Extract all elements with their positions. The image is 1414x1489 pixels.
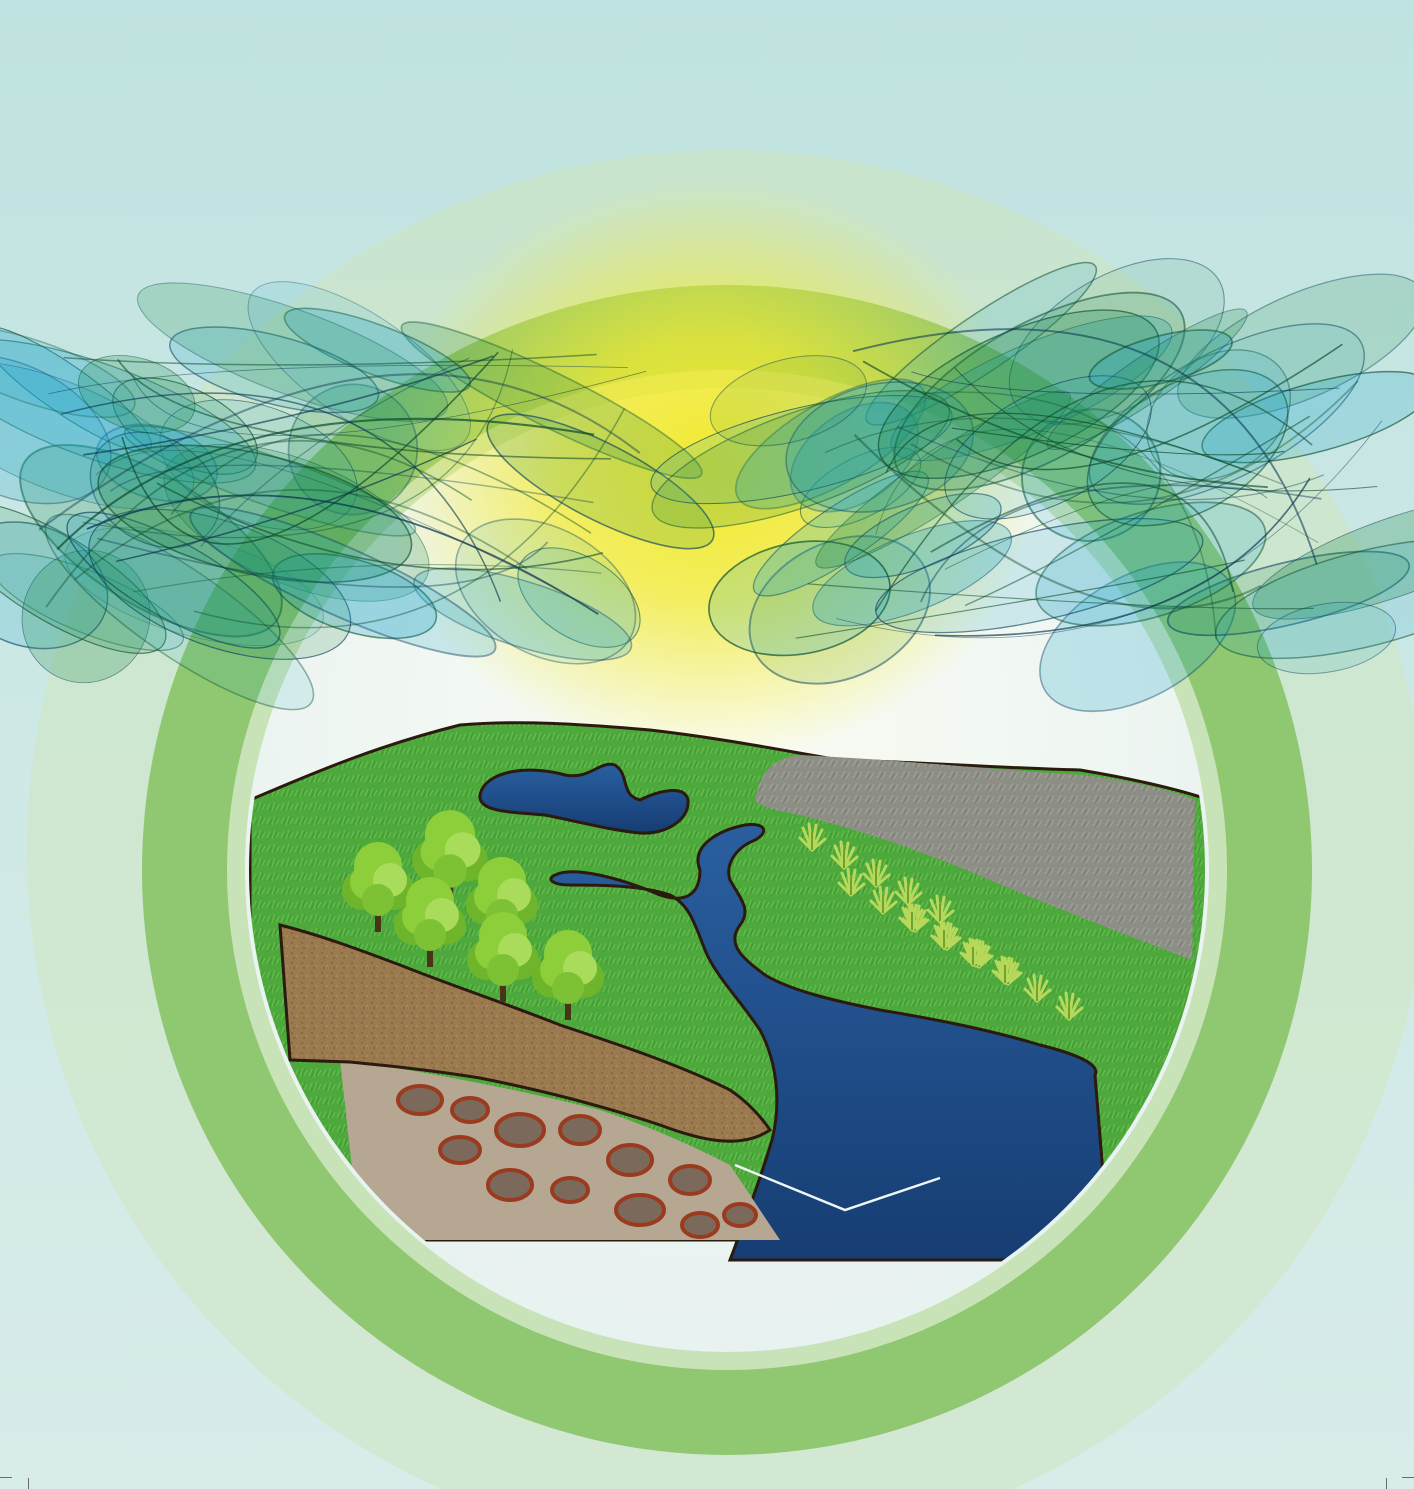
gray-slope xyxy=(755,755,1195,960)
crop-plant xyxy=(798,822,827,852)
sun-glow xyxy=(380,180,1040,760)
crop-plant xyxy=(830,840,859,870)
tree xyxy=(532,930,604,1020)
crop-plant xyxy=(1055,991,1084,1021)
tree xyxy=(394,877,466,967)
landscape-cross-section xyxy=(249,721,1205,1262)
crop-plant xyxy=(862,858,891,888)
swirl-cloud-right xyxy=(650,258,1414,713)
tree xyxy=(412,810,488,905)
soil-layer xyxy=(278,923,773,1143)
river xyxy=(549,822,1112,1262)
crop-mark-left-v xyxy=(28,1478,29,1489)
rock-layer xyxy=(340,1060,780,1240)
crop-mark-right xyxy=(1402,1477,1414,1478)
crop-plant xyxy=(926,894,955,924)
tree xyxy=(467,912,539,1002)
swirl-cloud-left xyxy=(0,281,715,711)
crop-plant xyxy=(898,902,927,932)
crop-mark-right-v xyxy=(1386,1478,1387,1489)
crop-plant xyxy=(959,937,988,967)
crop-plant xyxy=(930,920,959,950)
crop-plants xyxy=(798,822,1084,1021)
tree xyxy=(342,842,414,932)
lake xyxy=(478,762,690,835)
boundary-lines xyxy=(734,1163,941,1212)
rock-stones xyxy=(396,1084,758,1239)
crop-mark-left xyxy=(0,1477,12,1478)
trees xyxy=(342,810,604,1020)
crop-plant xyxy=(1023,973,1052,1003)
crop-plant xyxy=(894,876,923,906)
crop-plant xyxy=(991,955,1020,985)
crop-plant xyxy=(837,867,866,897)
crop-plant xyxy=(869,885,898,915)
